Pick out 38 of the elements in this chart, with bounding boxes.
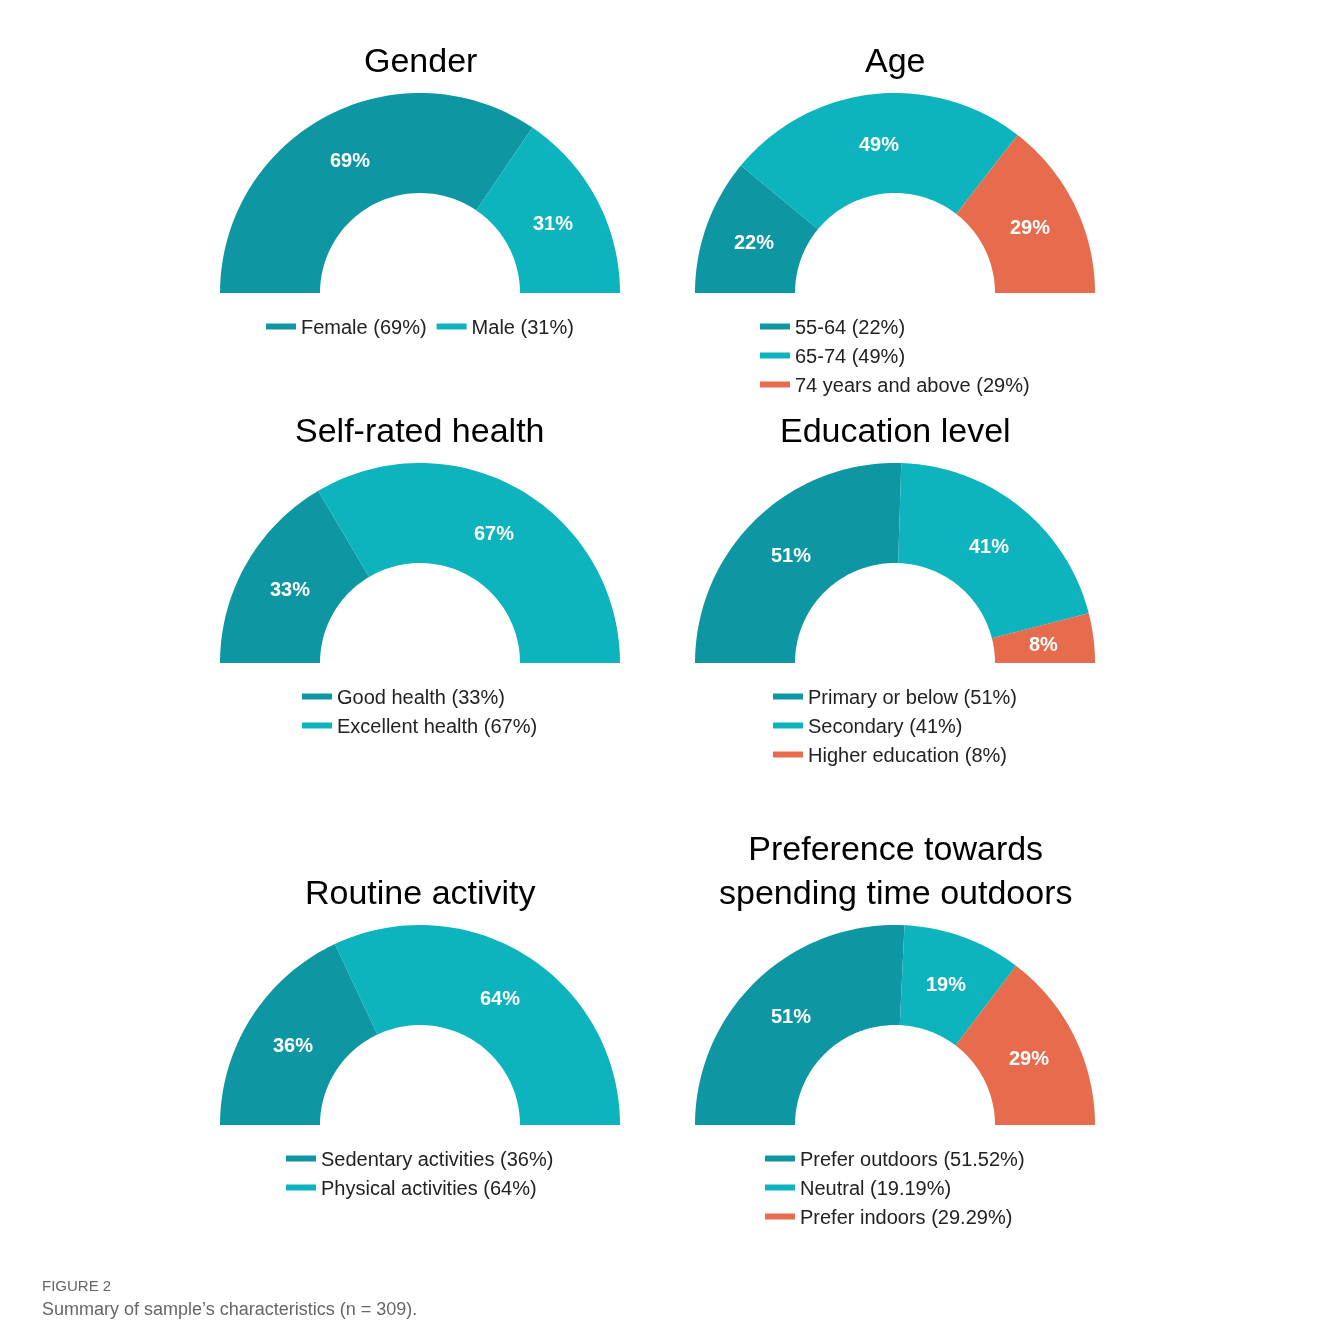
data-label: 8% (1029, 633, 1059, 655)
legend-label: Sedentary activities (36%) (321, 1148, 554, 1171)
legend-label: Physical activities (64%) (321, 1177, 537, 1200)
legend-label: Higher education (8%) (808, 744, 1007, 767)
legend-label: 65-74 (49%) (795, 345, 906, 368)
text: Summary of sample’s characteristics (n = 309). (42, 1299, 418, 1319)
data-label: 19% (926, 973, 967, 995)
chart-title: Routine activity (305, 873, 536, 911)
data-label: 29% (1009, 1047, 1050, 1069)
legend-label: Neutral (19.19%) (800, 1177, 952, 1200)
caption: FIGURE 2 (42, 1277, 112, 1294)
data-label: 29% (1010, 216, 1051, 238)
legend-label: Male (31%) (471, 316, 574, 339)
chart-title: Age (865, 41, 926, 79)
data-label: 22% (734, 231, 775, 253)
legend-label: Good health (33%) (337, 686, 505, 709)
legend-label: Primary or below (51%) (808, 686, 1017, 709)
legend-label: Prefer outdoors (51.52%) (800, 1148, 1025, 1171)
chart-title: Education level (780, 411, 1011, 449)
data-label: 51% (771, 544, 812, 566)
legend-label: 74 years and above (29%) (795, 374, 1030, 397)
legend-label: Female (69%) (301, 316, 427, 339)
legend-label: Prefer indoors (29.29%) (800, 1206, 1013, 1229)
data-label: 31% (533, 212, 574, 234)
legend-label: 55-64 (22%) (795, 316, 906, 339)
data-label: 33% (270, 578, 311, 600)
data-label: 67% (474, 522, 515, 544)
data-label: 36% (273, 1034, 314, 1056)
data-label: 49% (859, 133, 900, 155)
chart-title: Self-rated health (295, 411, 545, 449)
data-label: 51% (771, 1005, 812, 1027)
legend-label: Excellent health (67%) (337, 715, 538, 738)
chart-title: Preference towards spending time outdoors (719, 829, 1073, 912)
chart-title: Gender (364, 41, 478, 79)
data-label: 41% (969, 535, 1010, 557)
legend-label: Secondary (41%) (808, 715, 963, 738)
data-label: 69% (330, 149, 371, 171)
data-label: 64% (480, 987, 521, 1009)
